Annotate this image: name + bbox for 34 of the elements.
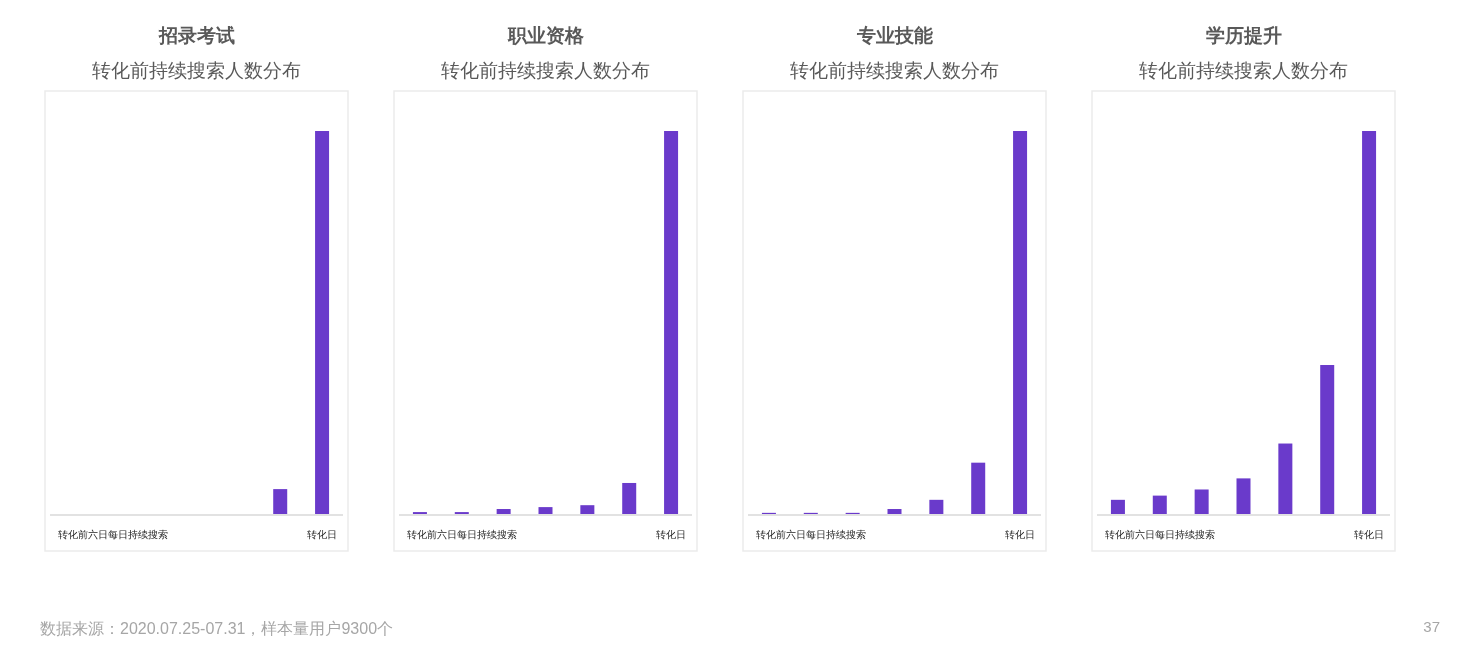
bar xyxy=(1110,499,1125,514)
chart-title: 招录考试 xyxy=(157,25,235,46)
bar xyxy=(887,509,902,514)
bar xyxy=(929,499,944,514)
bar xyxy=(1194,489,1209,514)
x-tick-label: 转化日 xyxy=(307,529,338,540)
chart-subtitle: 转化前持续搜索人数分布 xyxy=(1139,60,1348,81)
chart-title: 职业资格 xyxy=(506,25,585,46)
x-tick-label: 转化前六日每日持续搜索 xyxy=(1104,529,1215,540)
bar xyxy=(580,505,595,514)
chart-subtitle: 转化前持续搜索人数分布 xyxy=(790,60,999,81)
source-note: 数据来源：2020.07.25-07.31，样本量用户9300个 xyxy=(40,620,394,637)
text: 37 xyxy=(1423,618,1440,635)
bar xyxy=(1013,131,1028,514)
bar xyxy=(971,462,986,514)
x-tick-label: 转化前六日每日持续搜索 xyxy=(406,529,517,540)
chart-title: 专业技能 xyxy=(855,25,933,46)
bar xyxy=(1320,365,1335,514)
chart-subtitle: 转化前持续搜索人数分布 xyxy=(92,60,301,81)
bar xyxy=(1362,131,1377,514)
chart-title: 学历提升 xyxy=(1205,25,1282,46)
bar xyxy=(1236,478,1251,514)
x-tick-label: 转化前六日每日持续搜索 xyxy=(57,529,168,540)
bar xyxy=(1152,495,1167,514)
bar xyxy=(622,482,637,514)
bar xyxy=(664,131,679,514)
x-tick-label: 转化日 xyxy=(656,529,687,540)
x-tick-label: 转化日 xyxy=(1005,529,1036,540)
bar xyxy=(1278,443,1293,514)
bar xyxy=(496,509,511,514)
bar xyxy=(538,507,553,514)
chart-subtitle: 转化前持续搜索人数分布 xyxy=(441,60,650,81)
x-tick-label: 转化前六日每日持续搜索 xyxy=(755,529,866,540)
x-tick-label: 转化日 xyxy=(1354,529,1385,540)
